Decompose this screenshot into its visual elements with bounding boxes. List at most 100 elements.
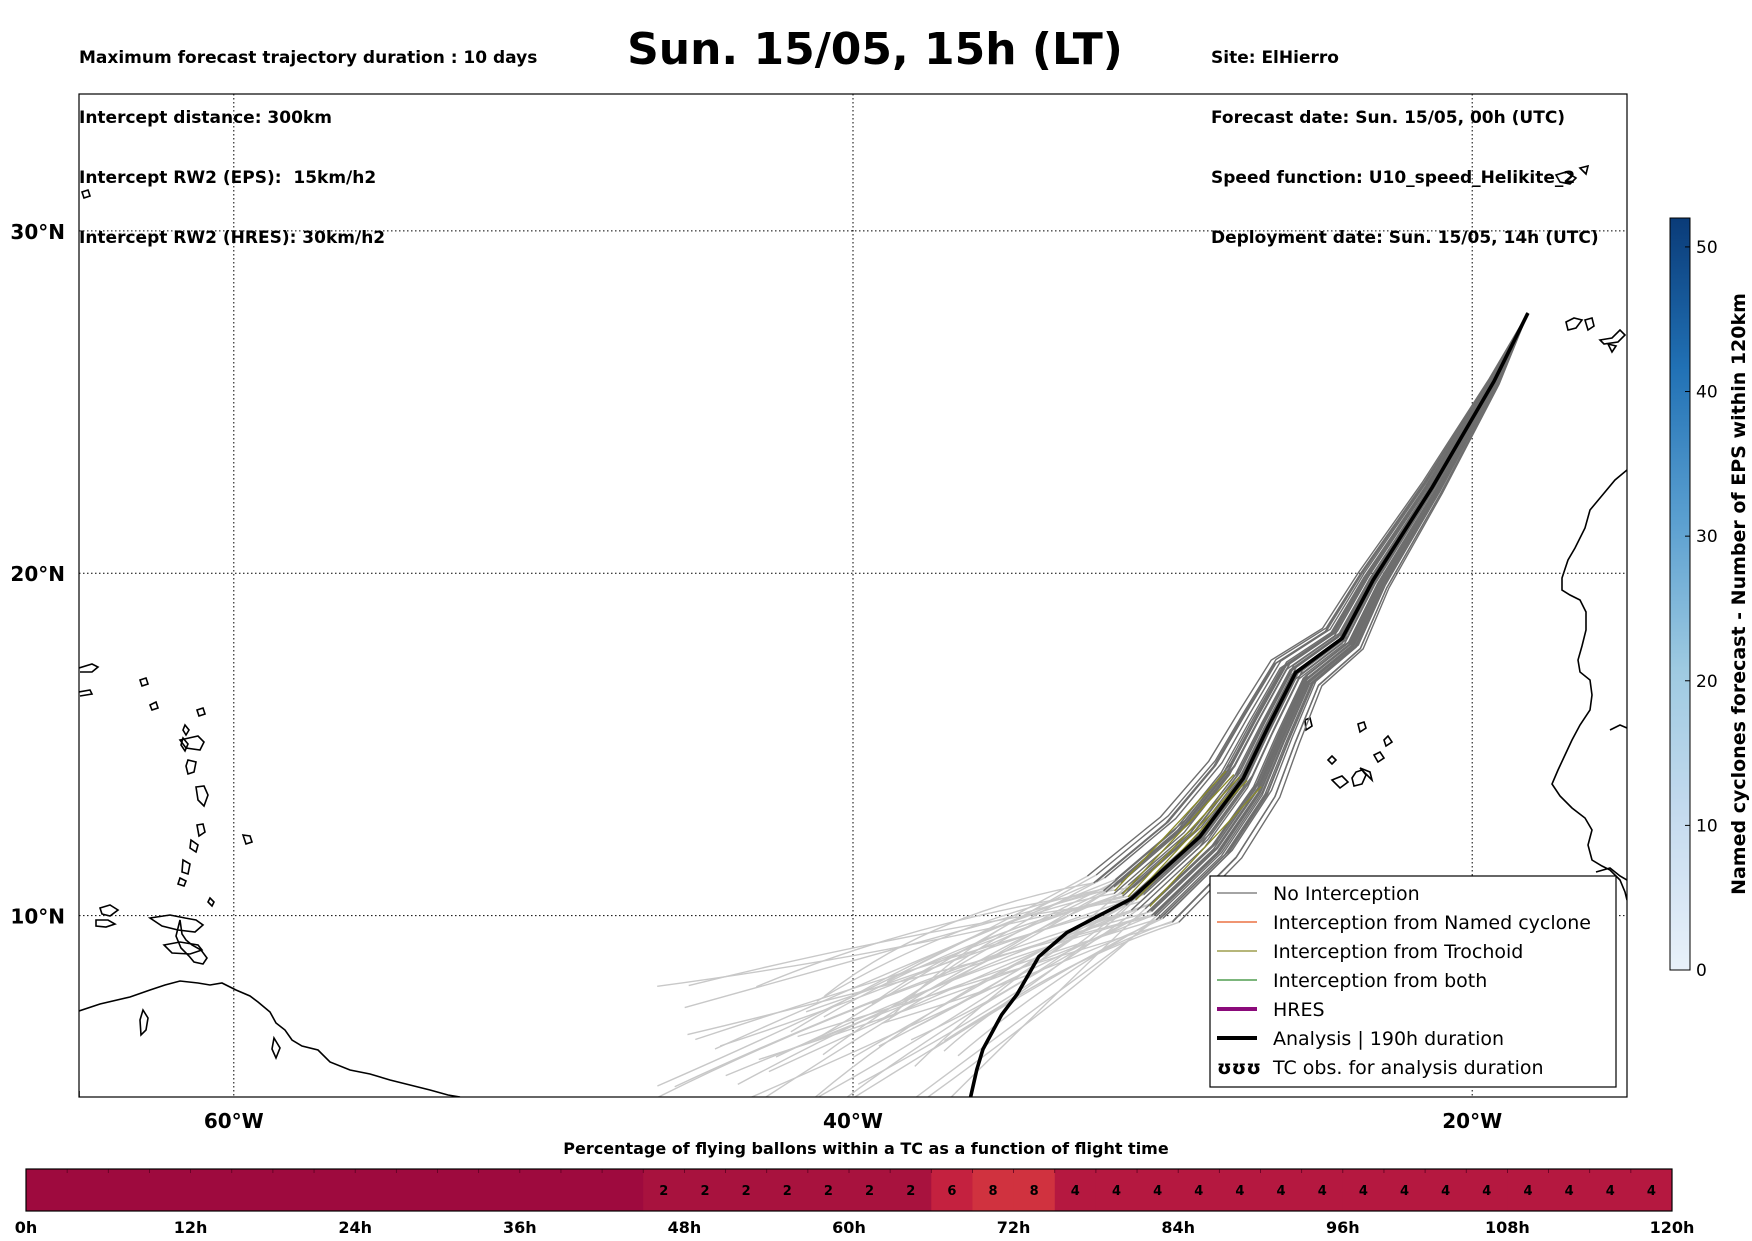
flight-time-cell-value: 4: [1194, 1184, 1203, 1199]
flight-time-bar: Percentage of flying ballons within a TC…: [15, 1139, 1695, 1237]
ensemble-track: [1103, 312, 1529, 892]
coastline: [182, 723, 190, 737]
ensemble-track: [1122, 312, 1529, 879]
coastline: [195, 706, 207, 718]
coastline: [148, 700, 160, 711]
coastline: [98, 904, 120, 917]
flight-time-cell-value: 4: [1153, 1184, 1162, 1199]
flight-time-cell: [1054, 1169, 1097, 1211]
flight-time-cell-value: 4: [1482, 1184, 1491, 1199]
flight-time-cell: [1425, 1169, 1467, 1211]
flight-time-cell: [1219, 1169, 1261, 1211]
page-title: Sun. 15/05, 15h (LT): [627, 24, 1123, 75]
meta-intercept-distance: Intercept distance: 300km: [79, 108, 332, 128]
legend-label: Interception from Trochoid: [1273, 941, 1523, 963]
coastline: [1554, 171, 1578, 185]
trochoid-interception-track: [1149, 786, 1262, 907]
flight-time-cell: [972, 1169, 1015, 1211]
flight-time-cell-value: 4: [1565, 1184, 1574, 1199]
late-track-segment: [881, 917, 1164, 1025]
header-right-info: Site: ElHierro Forecast date: Sun. 15/05…: [1211, 8, 1599, 268]
late-track-segment: [911, 884, 1129, 1030]
legend-label: Interception from both: [1273, 970, 1487, 992]
meta-site: Site: ElHierro: [1211, 48, 1339, 68]
coastline: [1551, 469, 1627, 901]
late-track-segment: [797, 921, 1173, 1038]
flight-time-cell: [67, 1169, 109, 1211]
ensemble-track: [1146, 312, 1529, 913]
ensemble-track: [1095, 312, 1529, 883]
coastline: [175, 919, 208, 965]
flight-time-cell: [396, 1169, 438, 1211]
flight-time-cell-value: 8: [989, 1184, 998, 1199]
legend-label: Analysis | 190h duration: [1273, 1028, 1504, 1050]
flight-time-tick-label: 36h: [503, 1218, 537, 1237]
coastline: [95, 919, 117, 928]
flight-time-cell: [1589, 1169, 1632, 1211]
legend-label: TC obs. for analysis duration: [1272, 1057, 1544, 1079]
flight-time-title: Percentage of flying ballons within a TC…: [563, 1139, 1169, 1158]
coastline: [1330, 775, 1350, 790]
coastline: [178, 735, 205, 751]
coastline: [1383, 734, 1394, 748]
trochoid-interception-track: [1114, 770, 1227, 892]
flight-time-cell: [1630, 1169, 1673, 1211]
flight-time-cell-value: 2: [700, 1184, 709, 1199]
coastline: [1578, 164, 1590, 176]
flight-time-cell: [931, 1169, 973, 1211]
coastline: [189, 838, 199, 854]
coastline: [1598, 328, 1627, 345]
flight-time-tick-label: 96h: [1326, 1218, 1360, 1237]
ensemble-track: [1093, 312, 1529, 884]
flight-time-cell: [519, 1169, 562, 1211]
colorbar-tick-label: 10: [1696, 816, 1718, 836]
x-tick-label: 20°W: [1442, 1109, 1502, 1133]
coastline: [196, 823, 206, 838]
coastline: [181, 858, 191, 876]
trochoid-interception-track: [1131, 778, 1244, 900]
coastline: [1357, 720, 1367, 734]
ensemble-track: [1086, 312, 1529, 877]
coastline: [1609, 724, 1627, 731]
coastline: [139, 1008, 149, 1037]
ensemble-track: [1113, 312, 1529, 887]
flight-time-cell: [560, 1169, 603, 1211]
coastline: [1359, 767, 1374, 783]
colorbar-label: Named cyclones forecast - Number of EPS …: [1728, 293, 1750, 895]
legend-label: Interception from Named cyclone: [1273, 912, 1591, 934]
late-track-segment: [756, 886, 1134, 988]
flight-time-tick-label: 0h: [15, 1218, 38, 1237]
coastline: [241, 834, 254, 846]
colorbar-tick-label: 0: [1696, 961, 1707, 981]
flight-time-frame: [25, 1168, 1673, 1212]
map-frame: [78, 93, 1628, 1098]
ensemble-track: [1171, 312, 1529, 923]
late-track-segment: [658, 910, 1152, 1097]
flight-time-cell: [231, 1169, 274, 1211]
legend: No Interception Interception from Named c…: [1209, 875, 1617, 1088]
colorbar-tick-label: 40: [1696, 383, 1718, 403]
coastline: [176, 876, 188, 887]
late-track-segments: [657, 874, 1180, 1097]
coastline: [138, 676, 150, 688]
y-tick-label: 20°N: [10, 562, 65, 586]
flight-time-cell-value: 2: [742, 1184, 751, 1199]
flight-time-cell-value: 4: [1606, 1184, 1615, 1199]
flight-time-cell: [849, 1169, 891, 1211]
flight-time-cell: [1548, 1169, 1591, 1211]
late-track-segment: [695, 900, 1141, 1041]
flight-time-cell-value: 2: [659, 1184, 668, 1199]
coastline: [1606, 342, 1618, 354]
legend-box: [1209, 875, 1617, 1088]
flight-time-cell: [766, 1169, 809, 1211]
flight-time-cell-value: 4: [1318, 1184, 1327, 1199]
meta-intercept-hres: Intercept RW2 (HRES): 30km/h2: [79, 228, 386, 248]
coastline: [271, 1035, 281, 1061]
flight-time-tick-label: 60h: [832, 1218, 866, 1237]
flight-time-cell-value: 2: [906, 1184, 915, 1199]
flight-time-cell: [602, 1169, 644, 1211]
flight-time-cell: [1383, 1169, 1426, 1211]
ensemble-tracks: [1086, 312, 1529, 923]
late-track-segment: [915, 919, 1157, 1097]
colorbar-gradient: [1669, 217, 1691, 971]
